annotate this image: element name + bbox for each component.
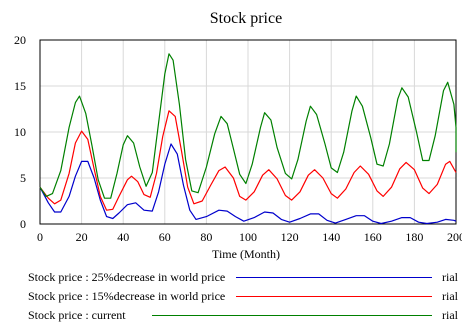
chart-title: Stock price: [210, 10, 282, 27]
x-tick-label: 160: [364, 230, 382, 244]
y-tick-label: 0: [20, 217, 26, 231]
legend-unit: rial: [442, 270, 458, 284]
x-tick-label: 200: [447, 230, 462, 244]
series-line-2: [39, 110, 457, 211]
y-tick-label: 20: [14, 33, 26, 47]
legend-swatch: [236, 277, 432, 278]
x-tick-label: 180: [405, 230, 423, 244]
series-lines: [39, 53, 457, 225]
x-axis-label: Time (Month): [212, 247, 280, 261]
legend-item-15pct: Stock price : 15%decrease in world price…: [28, 287, 460, 306]
x-tick-label: 80: [200, 230, 212, 244]
legend-item-current: Stock price : current rial: [28, 306, 460, 325]
y-tick-label: 5: [20, 171, 26, 185]
legend-unit: rial: [442, 308, 458, 322]
legend-label: Stock price : current: [28, 308, 126, 322]
x-tick-label: 40: [117, 230, 129, 244]
legend-label: Stock price : 25%decrease in world price: [28, 270, 226, 284]
grid-lines: [40, 40, 456, 224]
x-tick-label: 20: [76, 230, 88, 244]
legend: Stock price : 25%decrease in world price…: [28, 268, 460, 325]
y-tick-label: 10: [14, 125, 26, 139]
series-line-3: [39, 53, 457, 199]
x-axis-ticks: 0 20 40 60 80 100 120 140 160 180 200: [37, 230, 462, 244]
series-line-1: [39, 143, 457, 225]
x-tick-label: 0: [37, 230, 43, 244]
line-chart: Stock price 0 20 40 60 80 100 120 140 160 180 200 …: [14, 10, 462, 261]
x-tick-label: 120: [281, 230, 299, 244]
legend-swatch: [236, 296, 432, 297]
legend-swatch: [152, 315, 432, 316]
legend-unit: rial: [442, 289, 458, 303]
legend-label: Stock price : 15%decrease in world price: [28, 289, 226, 303]
x-tick-label: 60: [159, 230, 171, 244]
x-tick-label: 140: [322, 230, 340, 244]
x-tick-label: 100: [239, 230, 257, 244]
y-axis-ticks: 0 5 10 15 20: [14, 33, 26, 231]
legend-item-25pct: Stock price : 25%decrease in world price…: [28, 268, 460, 287]
y-tick-label: 15: [14, 79, 26, 93]
